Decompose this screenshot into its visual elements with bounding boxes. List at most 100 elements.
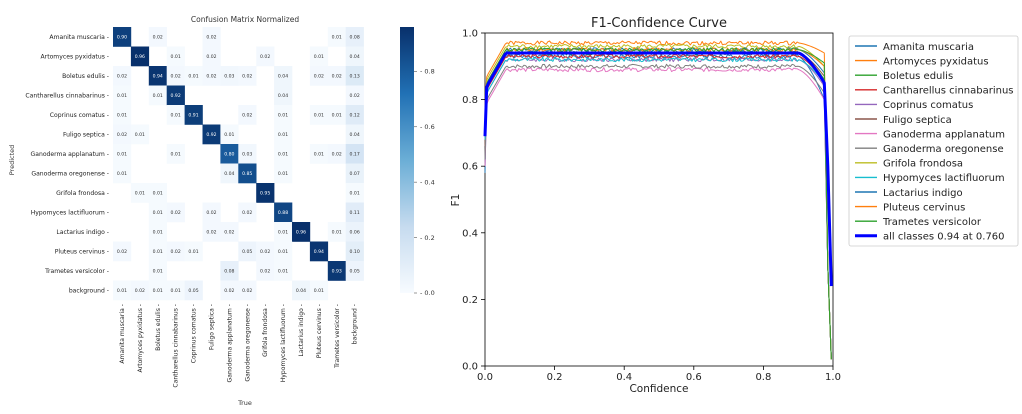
matrix-cell [148,280,167,301]
matrix-cell [238,241,257,262]
matrix-cell-value: 0.05 [188,288,198,294]
colorbar-tick-label: - 0.4 [420,178,435,186]
y-tick-label: 0.8 [462,95,478,106]
matrix-row-label: Trametes versicolor - [44,268,109,275]
matrix-cell-value: 0.02 [171,249,181,255]
matrix-cell [309,144,329,164]
matrix-column-label: Grifola frondosa - [262,304,269,357]
matrix-row-label: Ganoderma oregonense - [31,170,109,177]
matrix-cell-value: 0.02 [332,151,342,157]
matrix-cell-value: 0.01 [278,249,288,255]
matrix-cell-value: 0.92 [206,132,216,138]
f1-chart-title: F1-Confidence Curve [591,16,727,31]
matrix-column-label: Ganoderma oregonense - [244,304,251,382]
legend-entry-label: Coprinus comatus [883,100,973,111]
matrix-cell [166,280,185,301]
x-tick-label: 0.6 [686,372,702,383]
matrix-cell [274,85,293,106]
series-line [484,63,832,360]
matrix-cell-value: 0.88 [278,210,288,216]
matrix-cell-value: 0.05 [242,249,252,255]
matrix-cell-value: 0.08 [224,268,234,274]
matrix-cell-value: 0.01 [171,151,181,157]
matrix-cell-value: 0.01 [135,132,145,138]
matrix-cell-value: 0.02 [206,229,216,235]
matrix-cell [113,27,132,47]
matrix-cell [345,183,364,203]
matrix-row-label: Coprinus comatus - [50,112,109,119]
matrix-cell [113,280,132,301]
matrix-column-label: Pluteus cervinus - [316,304,323,358]
matrix-column-label: background - [352,304,359,344]
matrix-cell-value: 0.02 [314,73,324,79]
series-line [484,47,832,360]
matrix-cell-value: 0.01 [188,249,198,255]
matrix-cell [184,105,203,125]
matrix-cell [345,163,364,184]
matrix-cell-value: 0.93 [332,268,342,274]
matrix-cell [148,85,167,106]
matrix-cell [309,241,329,262]
matrix-cell-value: 0.10 [350,249,360,255]
matrix-cell [184,280,203,301]
matrix-cell-value: 0.01 [117,288,127,294]
matrix-cell [113,66,132,86]
matrix-cell-value: 0.01 [153,190,163,196]
matrix-cell-value: 0.01 [278,132,288,138]
legend-entry-label: Pluteus cervinus [883,202,965,213]
f1-confidence-panel: F1-Confidence Curve 0.0 0.2 0.4 0.6 0.8 1.0 0… [450,16,1019,395]
matrix-column-label: Coprinus comatus - [191,304,198,363]
matrix-row-label: Grifola frondosa - [56,190,109,197]
matrix-cell-value: 0.04 [350,132,360,138]
matrix-cell-value: 0.01 [117,112,127,118]
matrix-cell-value: 0.80 [224,151,234,157]
matrix-cell [148,261,167,281]
confusion-matrix-cells: 0.90 0.02 0.02 0.01 0.08 0.96 0.01 0.02 0.02 0.01… [113,27,364,301]
matrix-cell-value: 0.04 [296,288,306,294]
matrix-cell-value: 0.02 [135,288,145,294]
legend-entry-label: Fuligo septica [883,115,952,126]
matrix-cell [309,280,329,301]
confusion-matrix-title: Confusion Matrix Normalized [191,15,299,24]
matrix-cell-value: 0.02 [260,249,270,255]
matrix-cell-value: 0.01 [135,190,145,196]
matrix-cell [220,124,239,145]
matrix-cell-value: 0.01 [314,151,324,157]
matrix-cell-value: 0.02 [117,73,127,79]
matrix-cell [148,222,167,242]
matrix-cell-value: 0.02 [242,288,252,294]
matrix-cell-value: 0.01 [117,171,127,177]
matrix-cell-value: 0.01 [278,229,288,235]
matrix-cell [274,144,293,164]
matrix-cell-value: 0.03 [242,151,252,157]
matrix-column-label: Hypomyces lactifluorum - [280,304,287,382]
matrix-cell [166,85,185,106]
series-line-all-classes [483,51,833,287]
matrix-cell-value: 0.94 [153,73,163,79]
matrix-cell [148,202,167,223]
matrix-cell-value: 0.01 [171,112,181,118]
matrix-cell-value: 0.08 [350,34,360,40]
matrix-row-label: Pluteus cervinus - [55,248,109,255]
matrix-column-label: Boletus edulis - [155,304,162,351]
matrix-cell [202,124,221,145]
matrix-cell [238,280,257,301]
matrix-row-label: Fuligo septica - [63,131,109,138]
matrix-cell [327,105,346,125]
matrix-cell [166,105,185,125]
matrix-cell [238,105,257,125]
matrix-cell [292,222,311,242]
x-tick-label: 0.0 [477,372,493,383]
legend-entry-label: Boletus edulis [883,71,953,82]
matrix-cell-value: 0.01 [314,54,324,60]
matrix-cell [113,163,132,184]
matrix-cell [113,105,132,125]
confusion-matrix-xlabel: True [237,399,252,407]
matrix-cell [256,46,275,67]
matrix-cell [256,241,275,262]
matrix-cell [238,66,257,86]
series-line [484,40,832,360]
matrix-cell [327,144,346,164]
matrix-cell [345,124,364,145]
